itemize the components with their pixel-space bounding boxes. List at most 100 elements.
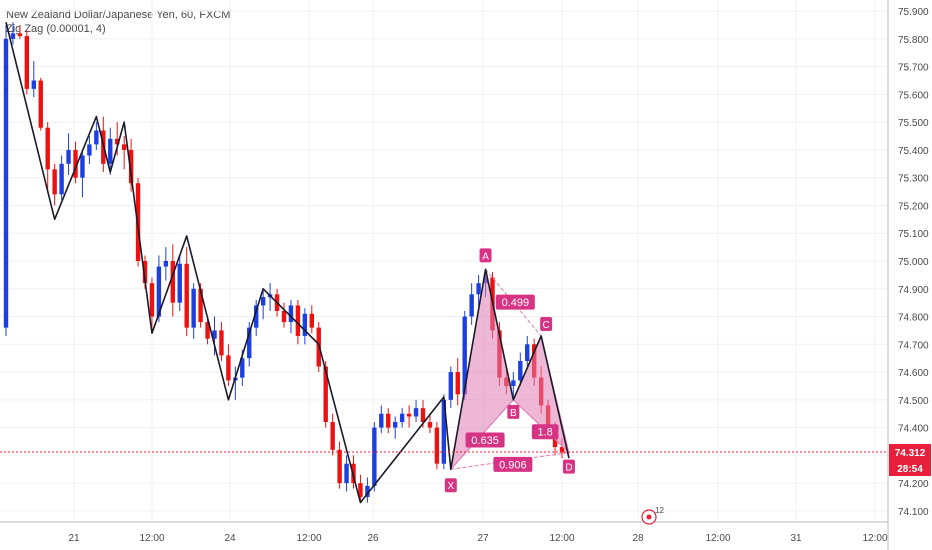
- price-tick-label: 75.600: [898, 90, 929, 101]
- point-label-b: B: [510, 408, 517, 419]
- time-tick-label: 12:00: [296, 533, 321, 544]
- current-price-tag: [889, 444, 931, 461]
- price-tick-label: 74.900: [898, 285, 929, 296]
- candle-body: [337, 449, 342, 484]
- symbol-title[interactable]: New Zealand Dollar/Japanese Yen, 60, FXC…: [6, 9, 231, 21]
- point-label-box: [562, 459, 575, 474]
- price-tick-label: 74.100: [898, 507, 929, 518]
- candle-body: [3, 38, 9, 328]
- candle-body: [205, 322, 210, 339]
- candle-body: [31, 80, 36, 89]
- candle-body: [552, 433, 558, 448]
- point-label-c: C: [543, 320, 550, 331]
- candle-body: [281, 310, 287, 323]
- price-tick-label: 74.200: [898, 479, 929, 490]
- candle-body: [177, 263, 182, 303]
- candle-body: [163, 261, 169, 267]
- countdown-tag: [889, 460, 931, 477]
- point-label-box: [507, 404, 520, 419]
- event-marker-dot: [646, 514, 652, 520]
- time-tick-label: 21: [68, 533, 80, 544]
- chart-legend: New Zealand Dollar/Japanese Yen, 60, FXC…: [6, 8, 230, 36]
- price-tick-label: 74.700: [898, 340, 929, 351]
- ratio-label-text: 0.906: [499, 459, 527, 471]
- ratio-label-text: 1.8: [538, 427, 553, 439]
- candle-body: [184, 263, 189, 328]
- candle-body: [73, 149, 78, 178]
- price-tick-label: 75.400: [898, 146, 929, 157]
- candle-body: [302, 313, 308, 336]
- price-tick-label: 75.300: [898, 174, 929, 185]
- candle-body: [372, 427, 377, 486]
- point-label-box: [479, 248, 492, 263]
- ratio-label-box: [493, 456, 533, 472]
- ratio-label-text: 0.499: [502, 297, 530, 309]
- candle-body: [219, 330, 224, 356]
- candle-body: [38, 80, 43, 128]
- ratio-label-box: [495, 294, 535, 310]
- time-tick-label: 28: [632, 533, 644, 544]
- point-label-x: X: [447, 481, 454, 492]
- candle-body: [386, 413, 391, 428]
- pattern-ratio-line: [450, 452, 570, 470]
- candle-body: [406, 413, 412, 417]
- price-tick-label: 75.100: [898, 229, 929, 240]
- candle-body: [559, 447, 565, 453]
- candle-body: [254, 305, 259, 328]
- candle-body: [80, 155, 85, 178]
- candle-body: [462, 316, 467, 395]
- candle-body: [476, 283, 481, 295]
- candle-body: [59, 163, 64, 195]
- price-tick-label: 74.600: [898, 368, 929, 379]
- price-tick-label: 75.800: [898, 35, 929, 46]
- time-tick-label: 12:00: [862, 533, 887, 544]
- candle-body: [420, 408, 426, 423]
- time-tick-label: 24: [224, 533, 236, 544]
- candle-body: [17, 33, 23, 37]
- candle-body: [52, 169, 57, 195]
- price-tick-label: 74.800: [898, 313, 929, 324]
- candle-body: [170, 261, 175, 303]
- time-tick-label: 12:00: [705, 533, 730, 544]
- candle-body: [149, 283, 155, 317]
- candle-body: [142, 261, 148, 284]
- candle-body: [212, 330, 217, 339]
- candle-body: [358, 483, 363, 498]
- pattern-ratio-line: [450, 399, 514, 470]
- candle-body: [525, 344, 530, 361]
- candle-body: [448, 372, 453, 400]
- candle-body: [24, 36, 30, 89]
- candle-body: [260, 297, 266, 306]
- price-tick-label: 75.200: [898, 201, 929, 212]
- event-marker-count: 12: [655, 506, 664, 515]
- ratio-label-box: [465, 432, 505, 448]
- indicator-title[interactable]: Zig Zag (0.00001, 4): [6, 23, 106, 35]
- candle-body: [511, 380, 516, 386]
- current-price-label: 74.312: [895, 448, 926, 459]
- candle-body: [399, 413, 405, 423]
- candle-body: [441, 399, 447, 464]
- candle-body: [115, 138, 120, 145]
- candle-body: [427, 422, 433, 428]
- candle-body: [344, 463, 349, 484]
- point-label-box: [540, 316, 553, 331]
- candle-body: [469, 294, 474, 317]
- candle-body: [413, 408, 419, 417]
- time-tick-label: 26: [367, 533, 379, 544]
- candle-body: [247, 327, 252, 359]
- candle-body: [156, 266, 162, 317]
- candle-body: [330, 422, 335, 450]
- point-label-d: D: [565, 463, 572, 474]
- candle-body: [108, 138, 113, 164]
- point-label-box: [444, 478, 457, 493]
- candle-body: [434, 427, 440, 464]
- candle-body: [226, 355, 231, 381]
- time-tick-label: 12:00: [139, 533, 164, 544]
- candle-body: [121, 144, 127, 150]
- candle-body: [379, 413, 384, 428]
- time-tick-label: 12:00: [549, 533, 574, 544]
- price-tick-label: 74.500: [898, 396, 929, 407]
- countdown-label: 28:54: [897, 464, 923, 475]
- candle-body: [288, 305, 294, 323]
